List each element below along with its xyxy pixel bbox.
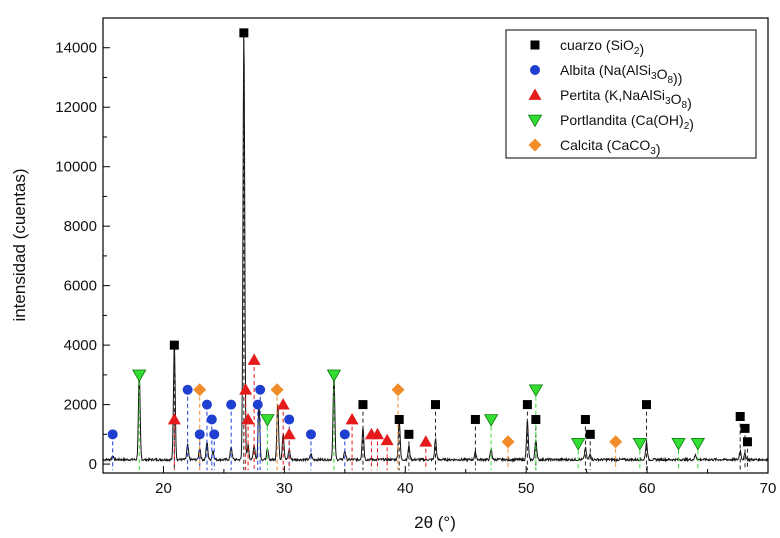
- data-point-diamond: [193, 383, 207, 397]
- legend-label: Calcita (CaCO3): [560, 137, 660, 157]
- data-point-triangle-up: [241, 412, 255, 425]
- x-tick-label: 50: [518, 480, 535, 497]
- legend-label: cuarzo (SiO2): [560, 37, 644, 57]
- legend: cuarzo (SiO2) Albita (Na(AlSi3O8))Pertita…: [505, 29, 757, 159]
- data-point-diamond: [391, 383, 405, 397]
- data-point-circle: [339, 429, 350, 440]
- data-point-triangle-down: [260, 414, 275, 427]
- peak-guides: [112, 32, 748, 471]
- data-point-square: [470, 414, 480, 424]
- data-point-circle: [255, 384, 266, 395]
- data-point-circle: [209, 429, 220, 440]
- y-tick-label: 0: [89, 456, 97, 473]
- data-point-circle: [284, 414, 295, 425]
- y-tick-label: 8000: [64, 218, 97, 235]
- legend-marker-triangle-down: [527, 114, 543, 128]
- data-point-triangle-down: [528, 384, 544, 398]
- legend-box: [505, 29, 757, 159]
- data-point-square: [522, 400, 532, 410]
- peak-markers: [107, 28, 752, 451]
- data-point-diamond: [270, 383, 284, 397]
- y-tick-label: 6000: [64, 278, 97, 295]
- data-point-circle: [182, 384, 193, 395]
- data-point-triangle-down: [326, 369, 342, 383]
- x-tick-label: 20: [155, 480, 172, 497]
- y-tick-label: 2000: [64, 397, 97, 414]
- legend-label: Portlandita (Ca(OH)2): [560, 112, 694, 132]
- plot-frame: [102, 17, 769, 474]
- data-point-triangle-up: [276, 398, 290, 410]
- data-point-circle: [201, 399, 212, 410]
- data-point-triangle-down: [671, 437, 686, 451]
- data-point-circle: [252, 399, 263, 410]
- x-tick-label: 30: [276, 480, 293, 497]
- data-point-triangle-up: [167, 412, 181, 425]
- y-tick-label: 10000: [55, 159, 97, 176]
- data-point-square: [585, 429, 595, 439]
- data-point-triangle-up: [380, 433, 394, 446]
- data-point-diamond: [609, 435, 623, 449]
- data-point-triangle-down: [132, 369, 147, 383]
- data-point-triangle-up: [282, 427, 296, 440]
- data-point-triangle-down: [483, 414, 499, 427]
- legend-marker-triangle-up: [528, 88, 542, 100]
- x-tick-label: 60: [639, 480, 656, 497]
- data-point-square: [404, 429, 414, 439]
- data-point-diamond: [501, 435, 515, 449]
- data-point-square: [740, 423, 750, 433]
- data-point-square: [431, 400, 440, 410]
- data-point-triangle-down: [690, 437, 706, 451]
- data-point-circle: [305, 429, 316, 440]
- legend-label: Pertita (K,NaAlSi3O8): [560, 87, 692, 111]
- data-point-circle: [206, 414, 217, 425]
- legend-marker-circle: [530, 65, 540, 75]
- x-tick-label: 40: [397, 480, 414, 497]
- data-point-triangle-down: [570, 437, 586, 451]
- x-axis-title: 2θ (°): [414, 513, 456, 532]
- data-point-square: [239, 28, 249, 38]
- data-point-triangle-up: [239, 383, 253, 395]
- data-point-circle: [107, 429, 118, 440]
- y-tick-label: 4000: [64, 337, 97, 354]
- data-point-square: [735, 411, 745, 421]
- data-point-triangle-up: [370, 427, 384, 440]
- data-point-square: [580, 414, 590, 424]
- data-point-square: [531, 414, 541, 424]
- data-point-square: [358, 400, 368, 410]
- data-point-triangle-up: [419, 435, 433, 447]
- data-point-square: [742, 437, 752, 447]
- data-point-square: [641, 400, 651, 410]
- data-point-circle: [194, 429, 205, 440]
- legend-label: Albita (Na(AlSi3O8)): [560, 62, 682, 86]
- legend-marker-diamond: [528, 138, 542, 152]
- legend-marker-square: [530, 40, 540, 50]
- data-point-square: [394, 414, 404, 424]
- data-point-circle: [226, 399, 237, 410]
- data-point-triangle-up: [247, 353, 261, 365]
- data-point-triangle-up: [345, 412, 359, 425]
- y-tick-label: 12000: [55, 99, 97, 116]
- y-axis-title: intensidad (cuentas): [10, 168, 29, 321]
- y-tick-label: 14000: [55, 40, 97, 57]
- data-point-square: [169, 340, 179, 350]
- x-tick-label: 70: [760, 480, 777, 497]
- axes: 20 30 40 50 60 70 0 2000 4000 6000 8000 10000 12000 1…: [55, 17, 777, 497]
- data-point-triangle-down: [632, 437, 648, 451]
